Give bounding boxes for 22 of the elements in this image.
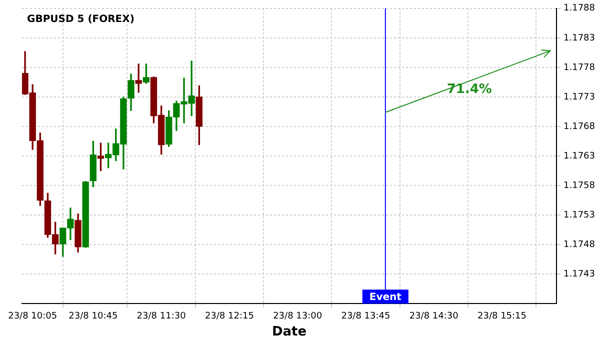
x-tick-label: 23/8 14:30: [409, 311, 459, 322]
y-tick-label: 1.1753: [564, 210, 596, 220]
y-tick-label: 1.1763: [564, 151, 596, 162]
y-tick-label: 1.1778: [564, 62, 596, 73]
y-tick-label: 1.1743: [564, 269, 596, 280]
x-axis-title: Date: [272, 324, 307, 340]
y-tick-label: 1.1773: [564, 92, 596, 102]
x-tick-label: 23/8 12:15: [204, 311, 254, 322]
y-tick-label: 1.1758: [564, 180, 596, 191]
x-tick-label: 23/8 11:30: [136, 311, 186, 322]
annotation: 71.4%: [446, 82, 492, 97]
x-tick-label: 23/8 10:05: [8, 311, 58, 322]
x-tick-label: 23/8 15:15: [477, 311, 527, 322]
x-tick-label: 23/8 13:00: [273, 311, 322, 322]
text: GBPUSD 5 (FOREX): [27, 14, 134, 25]
y-tick-label: 1.1788: [564, 4, 596, 14]
ref-line-label: Event: [369, 292, 402, 304]
y-tick-label: 1.1768: [564, 122, 596, 132]
y-tick-label: 1.1783: [564, 33, 596, 44]
y-tick-label: 1.1748: [564, 240, 596, 250]
x-tick-label: 23/8 10:45: [68, 311, 118, 322]
x-tick-label: 23/8 13:45: [341, 311, 390, 322]
